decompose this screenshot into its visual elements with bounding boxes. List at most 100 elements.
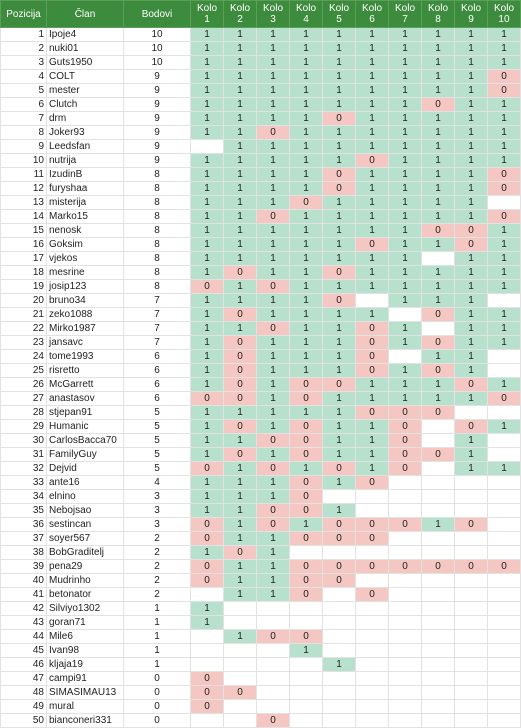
round-result: 0 [421, 559, 455, 574]
points: 1 [123, 615, 191, 630]
round-result: 1 [190, 503, 224, 518]
round-result: 1 [454, 307, 488, 322]
round-result: 0 [487, 209, 521, 224]
round-result: 1 [388, 293, 422, 308]
round-cell-empty [421, 545, 455, 560]
points: 5 [123, 405, 191, 420]
round-result: 1 [256, 139, 290, 154]
points: 9 [123, 125, 191, 140]
round-result: 0 [190, 671, 224, 686]
round-result: 0 [388, 433, 422, 448]
round-result: 1 [355, 55, 389, 70]
round-result: 1 [322, 139, 356, 154]
round-result: 1 [289, 125, 323, 140]
table-row: 38 BobGraditelj 2 1 0 1 [0, 545, 521, 560]
round-cell-empty [487, 699, 521, 714]
member-name: pena29 [46, 559, 124, 574]
round-result: 1 [355, 391, 389, 406]
position: 30 [0, 433, 47, 448]
round-result: 0 [256, 125, 290, 140]
member-name: Humanic [46, 419, 124, 434]
round-cell-empty [454, 699, 488, 714]
table-row: 7 drm 9 1 1 1 1 0 1 1 1 1 1 [0, 111, 521, 126]
round-result: 1 [421, 41, 455, 56]
round-cell-empty [421, 419, 455, 434]
round-result: 1 [421, 153, 455, 168]
round-result: 1 [487, 139, 521, 154]
round-result: 1 [190, 55, 224, 70]
points: 3 [123, 503, 191, 518]
round-result: 1 [454, 279, 488, 294]
round-cell-empty [223, 657, 257, 672]
round-cell-empty [487, 195, 521, 210]
points: 2 [123, 587, 191, 602]
round-result: 1 [256, 559, 290, 574]
round-result: 0 [289, 559, 323, 574]
points: 3 [123, 489, 191, 504]
round-result: 1 [322, 321, 356, 336]
points: 1 [123, 601, 191, 616]
points: 8 [123, 181, 191, 196]
round-cell-empty [421, 503, 455, 518]
round-result: 1 [454, 209, 488, 224]
round-cell-empty [256, 657, 290, 672]
round-result: 1 [487, 125, 521, 140]
round-result: 1 [322, 475, 356, 490]
round-cell-empty [256, 615, 290, 630]
points: 8 [123, 195, 191, 210]
round-result: 0 [355, 517, 389, 532]
round-cell-empty [487, 545, 521, 560]
round-result: 1 [289, 69, 323, 84]
round-result: 1 [223, 279, 257, 294]
round-result: 1 [421, 167, 455, 182]
points: 1 [123, 657, 191, 672]
column-header: Kolo 9 [454, 0, 488, 28]
round-result: 1 [256, 377, 290, 392]
round-result: 1 [256, 587, 290, 602]
round-result: 1 [223, 111, 257, 126]
member-name: misterija [46, 195, 124, 210]
round-result: 1 [322, 447, 356, 462]
round-result: 0 [421, 307, 455, 322]
header-text: Pozicija [6, 8, 41, 20]
points: 7 [123, 293, 191, 308]
round-result: 0 [487, 181, 521, 196]
table-row: 28 stjepan91 5 1 1 1 1 1 0 0 0 [0, 405, 521, 420]
round-cell-empty [289, 713, 323, 728]
round-cell-empty [388, 629, 422, 644]
round-result: 1 [256, 55, 290, 70]
points: 8 [123, 167, 191, 182]
round-cell-empty [388, 615, 422, 630]
round-cell-empty [256, 685, 290, 700]
position: 11 [0, 167, 47, 182]
round-cell-empty [289, 601, 323, 616]
table-row: 4 COLT 9 1 1 1 1 1 1 1 1 1 0 [0, 69, 521, 84]
round-result: 0 [322, 181, 356, 196]
table-row: 27 anastasov 6 0 0 1 0 1 1 1 1 1 0 [0, 391, 521, 406]
round-result: 1 [223, 405, 257, 420]
round-result: 1 [388, 153, 422, 168]
round-cell-empty [190, 713, 224, 728]
round-result: 1 [388, 111, 422, 126]
member-name: Joker93 [46, 125, 124, 140]
round-result: 0 [256, 503, 290, 518]
round-cell-empty [223, 713, 257, 728]
round-result: 1 [421, 181, 455, 196]
round-result: 0 [322, 573, 356, 588]
column-header: Kolo 3 [256, 0, 290, 28]
round-cell-empty [388, 475, 422, 490]
round-result: 1 [256, 307, 290, 322]
round-cell-empty [256, 699, 290, 714]
round-result: 1 [190, 335, 224, 350]
position: 36 [0, 517, 47, 532]
round-cell-empty [421, 685, 455, 700]
member-name: Leedsfan [46, 139, 124, 154]
round-cell-empty [454, 405, 488, 420]
round-result: 1 [421, 69, 455, 84]
points: 8 [123, 251, 191, 266]
round-result: 0 [223, 545, 257, 560]
table-row: 44 Mile6 1 1 0 0 [0, 629, 521, 644]
member-name: betonator [46, 587, 124, 602]
round-cell-empty [322, 587, 356, 602]
round-result: 0 [487, 167, 521, 182]
